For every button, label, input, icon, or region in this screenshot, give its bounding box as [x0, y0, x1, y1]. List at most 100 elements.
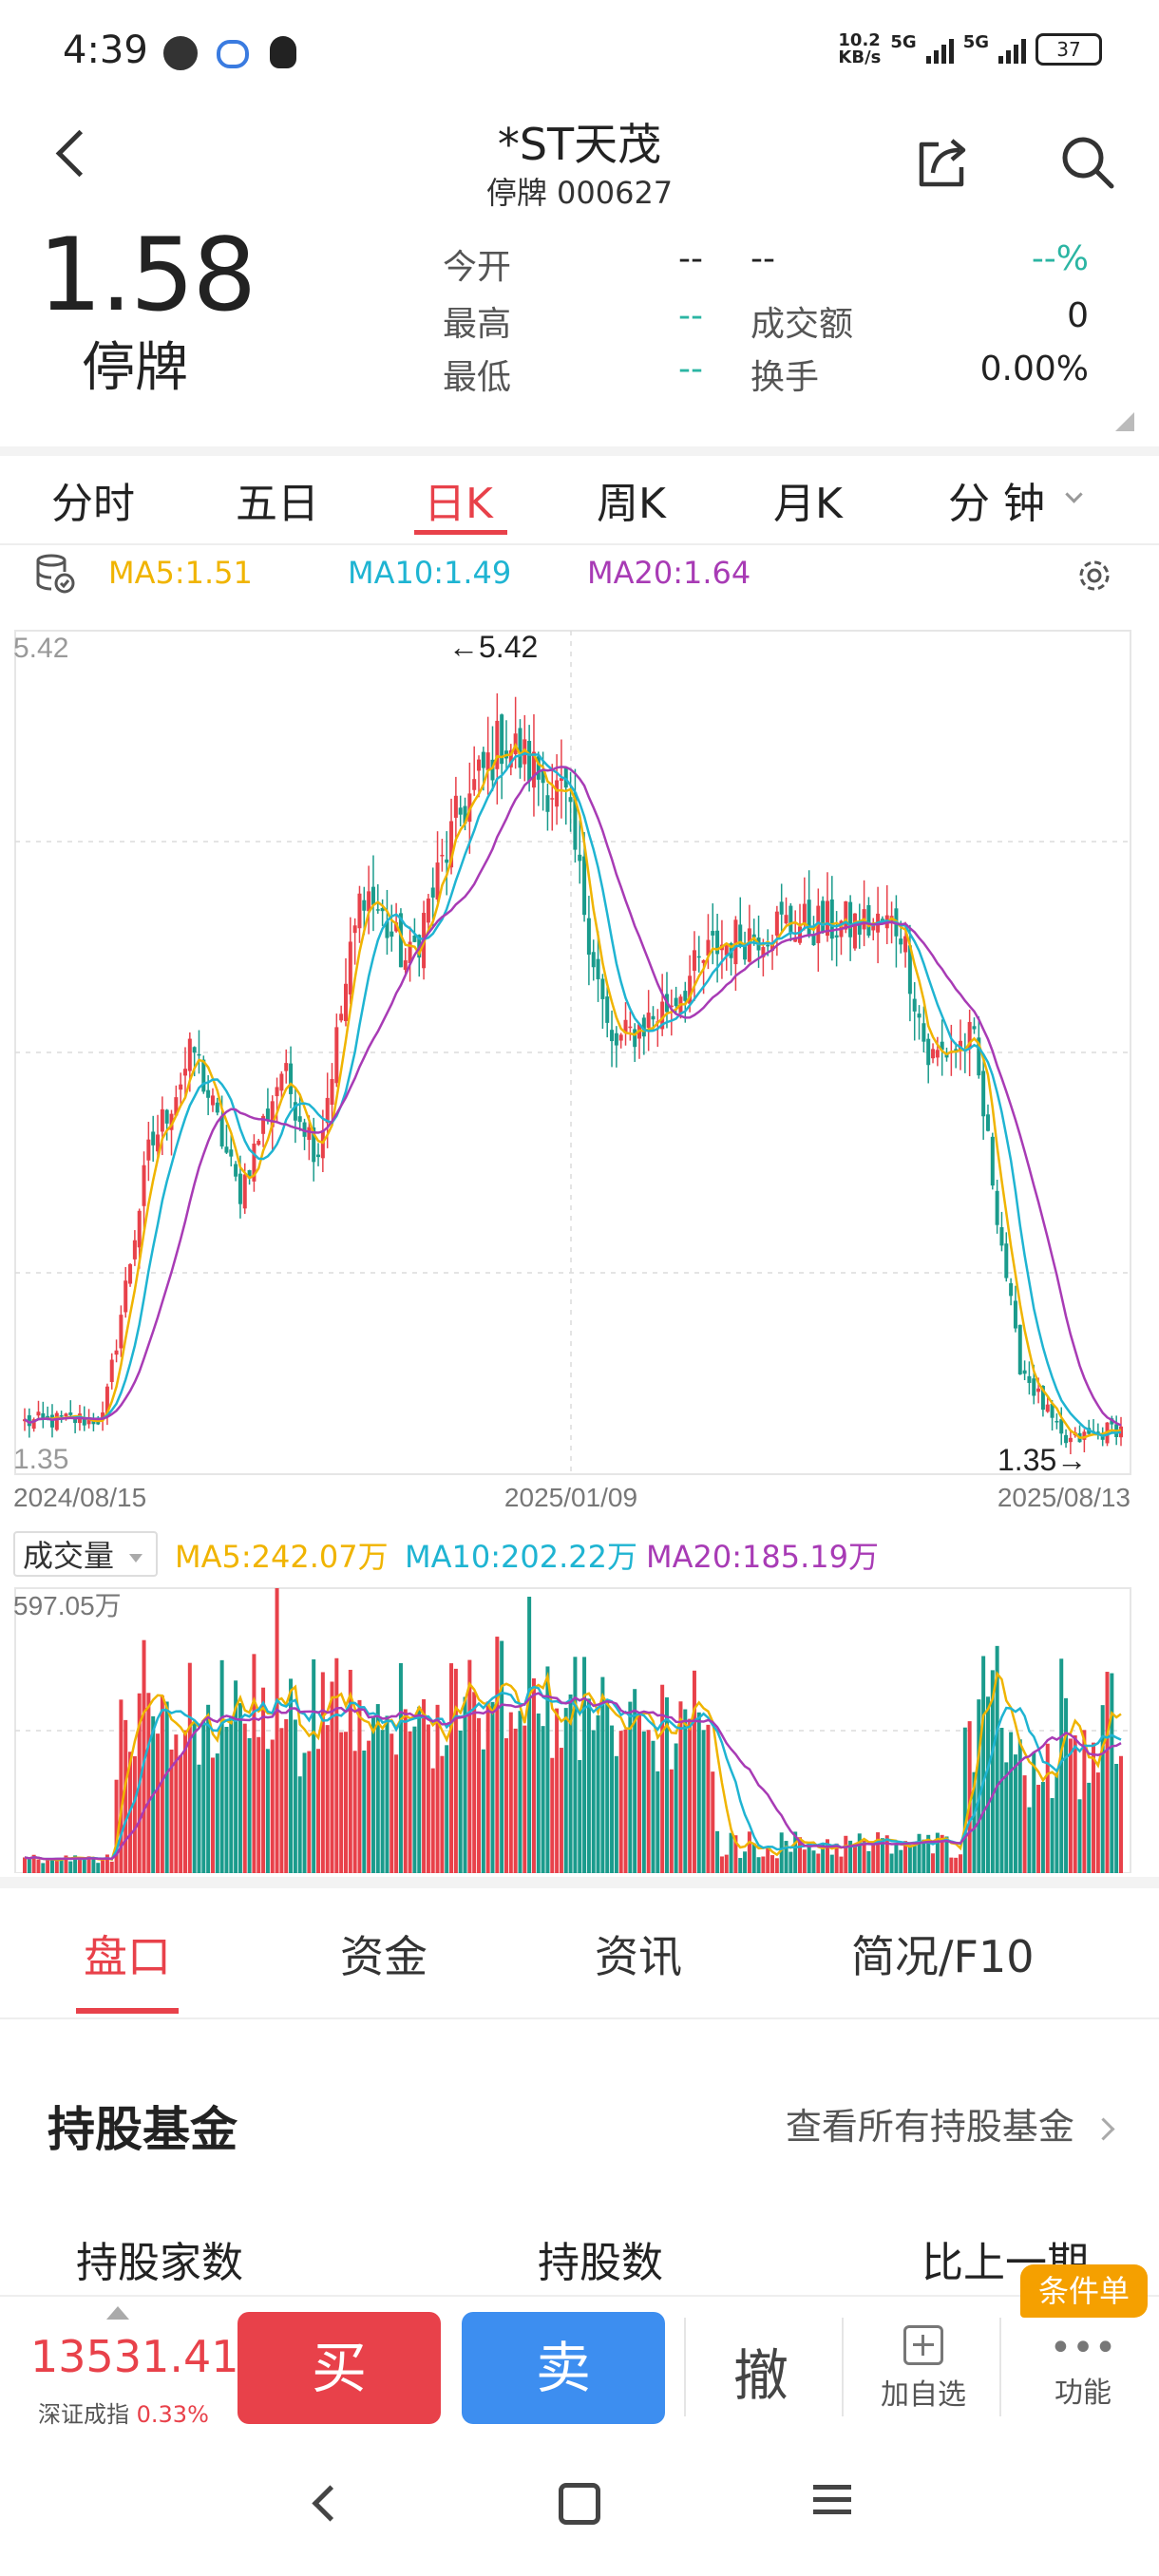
volume-bar: [403, 1709, 408, 1873]
gear-icon[interactable]: [1072, 553, 1117, 598]
candle-body: [591, 952, 596, 968]
candle-body: [187, 1038, 192, 1071]
candle-body: [128, 1263, 133, 1284]
net-speed-unit: KB/s: [838, 47, 882, 67]
candle-body: [1027, 1375, 1032, 1383]
candle-body: [866, 904, 871, 936]
volume-bar: [73, 1855, 78, 1873]
volume-bar: [866, 1850, 871, 1873]
volume-bar: [36, 1859, 41, 1873]
chevron-down-icon[interactable]: [1065, 485, 1083, 503]
tab-intraday[interactable]: 分时: [51, 480, 135, 528]
candle-body: [192, 1047, 197, 1053]
volume-bar: [669, 1769, 674, 1873]
volume-bar: [889, 1853, 894, 1873]
volume-bar: [463, 1696, 467, 1873]
candle-body: [770, 944, 775, 951]
candle-body: [96, 1421, 101, 1425]
volume-bar: [711, 1771, 715, 1873]
search-icon[interactable]: [1056, 131, 1119, 194]
volume-bar: [688, 1718, 693, 1873]
view-all-funds-link[interactable]: 查看所有持股基金: [785, 2097, 1115, 2150]
tab-monthly-k[interactable]: 月K: [773, 480, 843, 528]
volume-bar: [931, 1853, 936, 1873]
candle-body: [1082, 1431, 1087, 1440]
candle-body: [1040, 1386, 1045, 1411]
buy-button[interactable]: 买: [238, 2312, 441, 2424]
candle-body: [743, 943, 748, 960]
tab-five-day[interactable]: 五日: [236, 480, 319, 528]
volume-bar: [907, 1845, 912, 1873]
tab-capital[interactable]: 资金: [340, 1931, 428, 1982]
tab-weekly-k[interactable]: 周K: [597, 480, 666, 528]
share-icon[interactable]: [912, 131, 975, 194]
volume-bar: [1004, 1762, 1009, 1873]
nav-back-icon[interactable]: [312, 2485, 349, 2522]
volume-selector[interactable]: 成交量: [13, 1531, 158, 1577]
candle-body: [247, 1169, 252, 1179]
candle-body: [802, 903, 807, 925]
tab-orderbook[interactable]: 盘口: [84, 1931, 171, 1982]
tab-profile[interactable]: 简况/F10: [851, 1931, 1035, 1982]
volume-bar: [477, 1717, 482, 1873]
volume-bar: [234, 1680, 238, 1873]
candle-body: [618, 1034, 623, 1041]
candle-body: [403, 960, 408, 971]
volume-bar: [715, 1830, 720, 1873]
candle-body: [453, 795, 458, 818]
volume-bar: [573, 1657, 578, 1873]
tab-minute[interactable]: 分 钟: [948, 480, 1045, 528]
index-name-line[interactable]: 深证成指 0.33%: [38, 2396, 209, 2429]
candle-body: [751, 934, 756, 938]
function-button[interactable]: ••• 功能: [1026, 2321, 1140, 2416]
index-value[interactable]: 13531.41: [30, 2331, 239, 2382]
volume-bar: [527, 1597, 532, 1873]
qq-icon: [270, 36, 296, 68]
volume-bar: [485, 1701, 490, 1873]
volume-bar: [656, 1771, 660, 1873]
candle-body: [458, 807, 463, 815]
database-icon[interactable]: [32, 551, 78, 597]
volume-bar: [435, 1704, 440, 1873]
kline-chart[interactable]: 5.42 1.35 ←5.42 1.35→ 2024/08/15 2025/01/09 20…: [13, 617, 1132, 1520]
candle-body: [160, 1108, 164, 1132]
volume-bar: [339, 1732, 344, 1873]
nav-home-icon[interactable]: [559, 2483, 600, 2525]
add-watchlist-button[interactable]: 加自选: [866, 2321, 980, 2416]
volume-bar: [174, 1734, 179, 1873]
volume-bar: [751, 1843, 756, 1873]
conditional-order-badge[interactable]: 条件单: [1020, 2264, 1148, 2318]
volume-bar: [935, 1832, 940, 1873]
value-change: --: [750, 239, 775, 278]
candle-body: [578, 854, 582, 862]
volume-bar: [357, 1699, 362, 1873]
stock-status-code: 停牌 000627: [485, 175, 674, 211]
volume-bar: [334, 1657, 339, 1873]
volume-bar: [962, 1727, 967, 1873]
view-all-funds-label: 查看所有持股基金: [785, 2106, 1074, 2148]
tab-news[interactable]: 资讯: [595, 1931, 682, 1982]
add-watchlist-label: 加自选: [881, 2378, 966, 2412]
volume-bar: [637, 1714, 642, 1873]
candle-body: [568, 797, 573, 803]
candle-body: [811, 935, 816, 946]
sell-button[interactable]: 卖: [462, 2312, 665, 2424]
volume-bar: [522, 1725, 527, 1873]
volume-bar: [1022, 1775, 1027, 1873]
active-tab-indicator: [414, 530, 507, 535]
candle-body: [536, 756, 541, 780]
volume-bar: [531, 1677, 536, 1873]
candle-body: [784, 915, 788, 924]
volume-bar: [114, 1779, 119, 1873]
volume-chart[interactable]: 597.05万: [13, 1582, 1132, 1873]
expand-corner-icon[interactable]: [1115, 412, 1134, 431]
volume-bar: [215, 1753, 219, 1873]
volume-bar: [142, 1639, 146, 1873]
nav-menu-icon[interactable]: [813, 2485, 851, 2515]
tab-daily-k[interactable]: 日K: [424, 480, 493, 528]
cancel-order-button[interactable]: 撤: [733, 2343, 789, 2408]
y-axis-min-label: 1.35: [13, 1444, 68, 1475]
volume-bar: [156, 1733, 161, 1873]
value-turnover-amount: 0: [1067, 296, 1089, 335]
volume-bar: [821, 1844, 826, 1873]
